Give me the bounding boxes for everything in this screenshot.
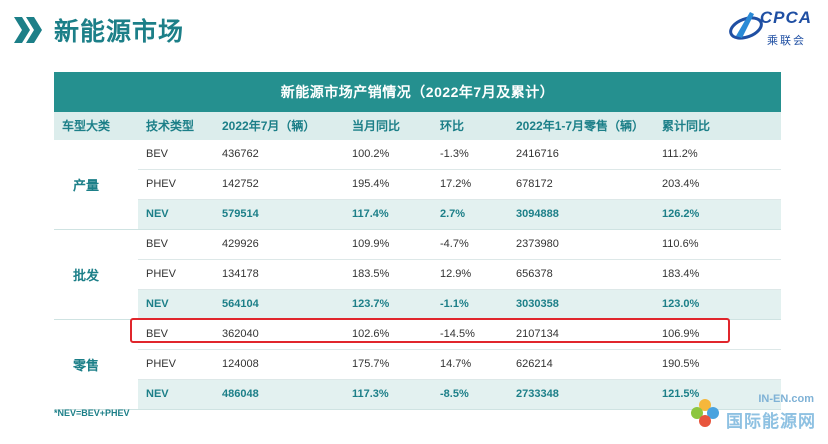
table-cell: 17.2% bbox=[440, 178, 472, 190]
group-label: 产量 bbox=[72, 178, 99, 193]
table-cell: 106.9% bbox=[662, 328, 700, 340]
flower-icon bbox=[691, 399, 719, 427]
table-row: PHEV 142752 195.4% 17.2% 678172 203.4% bbox=[138, 169, 781, 199]
table-group-retail: 零售 BEV 362040 102.6% -14.5% 2107134 106.… bbox=[54, 320, 781, 410]
table-cell: 579514 bbox=[222, 208, 259, 220]
table-cell: 109.9% bbox=[352, 238, 390, 250]
table-cell: 486048 bbox=[222, 388, 259, 400]
table-cell: 3030358 bbox=[516, 298, 559, 310]
footnote: *NEV=BEV+PHEV bbox=[54, 408, 130, 418]
watermark-text-cn: 国际能源网 bbox=[726, 412, 816, 431]
table-cell: 678172 bbox=[516, 178, 553, 190]
logo-subtext: 乘联会 bbox=[767, 35, 806, 47]
column-header: 环比 bbox=[440, 119, 465, 133]
table-cell: 203.4% bbox=[662, 178, 700, 190]
table-cell: BEV bbox=[146, 328, 169, 340]
table-cell: 175.7% bbox=[352, 358, 390, 370]
table-cell: 117.3% bbox=[352, 388, 389, 400]
table-row: BEV 429926 109.9% -4.7% 2373980 110.6% bbox=[138, 230, 781, 259]
table-cell: NEV bbox=[146, 388, 169, 400]
table-cell: 100.2% bbox=[352, 148, 390, 160]
column-header: 当月同比 bbox=[352, 119, 401, 133]
table-cell: 126.2% bbox=[662, 208, 700, 220]
table-row: PHEV 124008 175.7% 14.7% 626214 190.5% bbox=[138, 349, 781, 379]
table-cell: 102.6% bbox=[352, 328, 390, 340]
sales-table: 新能源市场产销情况（2022年7月及累计） 车型大类 技术类型 2022年7月（… bbox=[54, 72, 781, 410]
table-cell: 436762 bbox=[222, 148, 259, 160]
table-row: BEV 362040 102.6% -14.5% 2107134 106.9% bbox=[138, 320, 781, 349]
logo-text: CPCA bbox=[759, 8, 812, 27]
table-cell: -8.5% bbox=[440, 388, 469, 400]
table-cell: 564104 bbox=[222, 298, 259, 310]
table-row: PHEV 134178 183.5% 12.9% 656378 183.4% bbox=[138, 259, 781, 289]
table-cell: -1.1% bbox=[440, 298, 469, 310]
table-cell: 2.7% bbox=[440, 208, 466, 220]
table-cell: PHEV bbox=[146, 268, 176, 280]
table-cell: 111.2% bbox=[662, 148, 698, 160]
table-cell: 124008 bbox=[222, 358, 259, 370]
in-en-watermark-logo: IN-EN.com 国际能源网 bbox=[690, 393, 818, 439]
table-cell: 123.0% bbox=[662, 298, 700, 310]
group-label: 批发 bbox=[72, 268, 99, 283]
table-row-nev: NEV 564104 123.7% -1.1% 3030358 123.0% bbox=[138, 289, 781, 319]
table-cell: 134178 bbox=[222, 268, 259, 280]
table-cell: 3094888 bbox=[516, 208, 559, 220]
table-cell: 656378 bbox=[516, 268, 553, 280]
table-title: 新能源市场产销情况（2022年7月及累计） bbox=[54, 72, 781, 112]
column-header: 车型大类 bbox=[62, 119, 111, 133]
group-label: 零售 bbox=[72, 358, 99, 373]
table-cell: BEV bbox=[146, 148, 169, 160]
column-header: 累计同比 bbox=[662, 119, 711, 133]
table-cell: -4.7% bbox=[440, 238, 469, 250]
column-header: 技术类型 bbox=[146, 119, 195, 133]
page-title: 新能源市场 bbox=[54, 18, 185, 46]
table-cell: 195.4% bbox=[352, 178, 390, 190]
table-cell: 121.5% bbox=[662, 388, 700, 400]
table-group-wholesale: 批发 BEV 429926 109.9% -4.7% 2373980 110.6… bbox=[54, 230, 781, 320]
column-header: 2022年1-7月零售（辆） bbox=[516, 119, 645, 133]
table-cell: 183.4% bbox=[662, 268, 700, 280]
column-header: 2022年7月（辆） bbox=[222, 119, 316, 133]
table-cell: PHEV bbox=[146, 178, 176, 190]
table-cell: NEV bbox=[146, 208, 169, 220]
table-cell: 142752 bbox=[222, 178, 259, 190]
table-cell: -1.3% bbox=[440, 148, 469, 160]
table-cell: 12.9% bbox=[440, 268, 472, 280]
table-cell: 2733348 bbox=[516, 388, 559, 400]
table-cell: BEV bbox=[146, 238, 169, 250]
page-header: 新能源市场 bbox=[14, 10, 184, 50]
table-cell: 626214 bbox=[516, 358, 553, 370]
table-cell: NEV bbox=[146, 298, 169, 310]
table-cell: 2107134 bbox=[516, 328, 559, 340]
table-cell: 190.5% bbox=[662, 358, 700, 370]
table-cell: 429926 bbox=[222, 238, 259, 250]
table-group-production: 产量 BEV 436762 100.2% -1.3% 2416716 111.2… bbox=[54, 140, 781, 230]
highlight-box bbox=[130, 318, 730, 343]
table-cell: 14.7% bbox=[440, 358, 472, 370]
cpca-emblem-icon bbox=[729, 12, 763, 40]
table-cell: 183.5% bbox=[352, 268, 390, 280]
cpca-logo: CPCA 乘联会 bbox=[726, 4, 812, 52]
table-cell: 362040 bbox=[222, 328, 259, 340]
table-cell: 123.7% bbox=[352, 298, 390, 310]
table-cell: 2373980 bbox=[516, 238, 559, 250]
table-cell: 117.4% bbox=[352, 208, 389, 220]
table-header-row: 车型大类 技术类型 2022年7月（辆） 当月同比 环比 2022年1-7月零售… bbox=[54, 112, 781, 140]
table-cell: -14.5% bbox=[440, 328, 475, 340]
table-row-nev: NEV 579514 117.4% 2.7% 3094888 126.2% bbox=[138, 199, 781, 229]
table-row: BEV 436762 100.2% -1.3% 2416716 111.2% bbox=[138, 140, 781, 169]
table-cell: 110.6% bbox=[662, 238, 699, 250]
watermark-text-en: IN-EN.com bbox=[758, 393, 814, 405]
double-chevron-icon bbox=[14, 17, 44, 43]
table-cell: 2416716 bbox=[516, 148, 559, 160]
table-row-nev: NEV 486048 117.3% -8.5% 2733348 121.5% bbox=[138, 379, 781, 409]
table-cell: PHEV bbox=[146, 358, 176, 370]
